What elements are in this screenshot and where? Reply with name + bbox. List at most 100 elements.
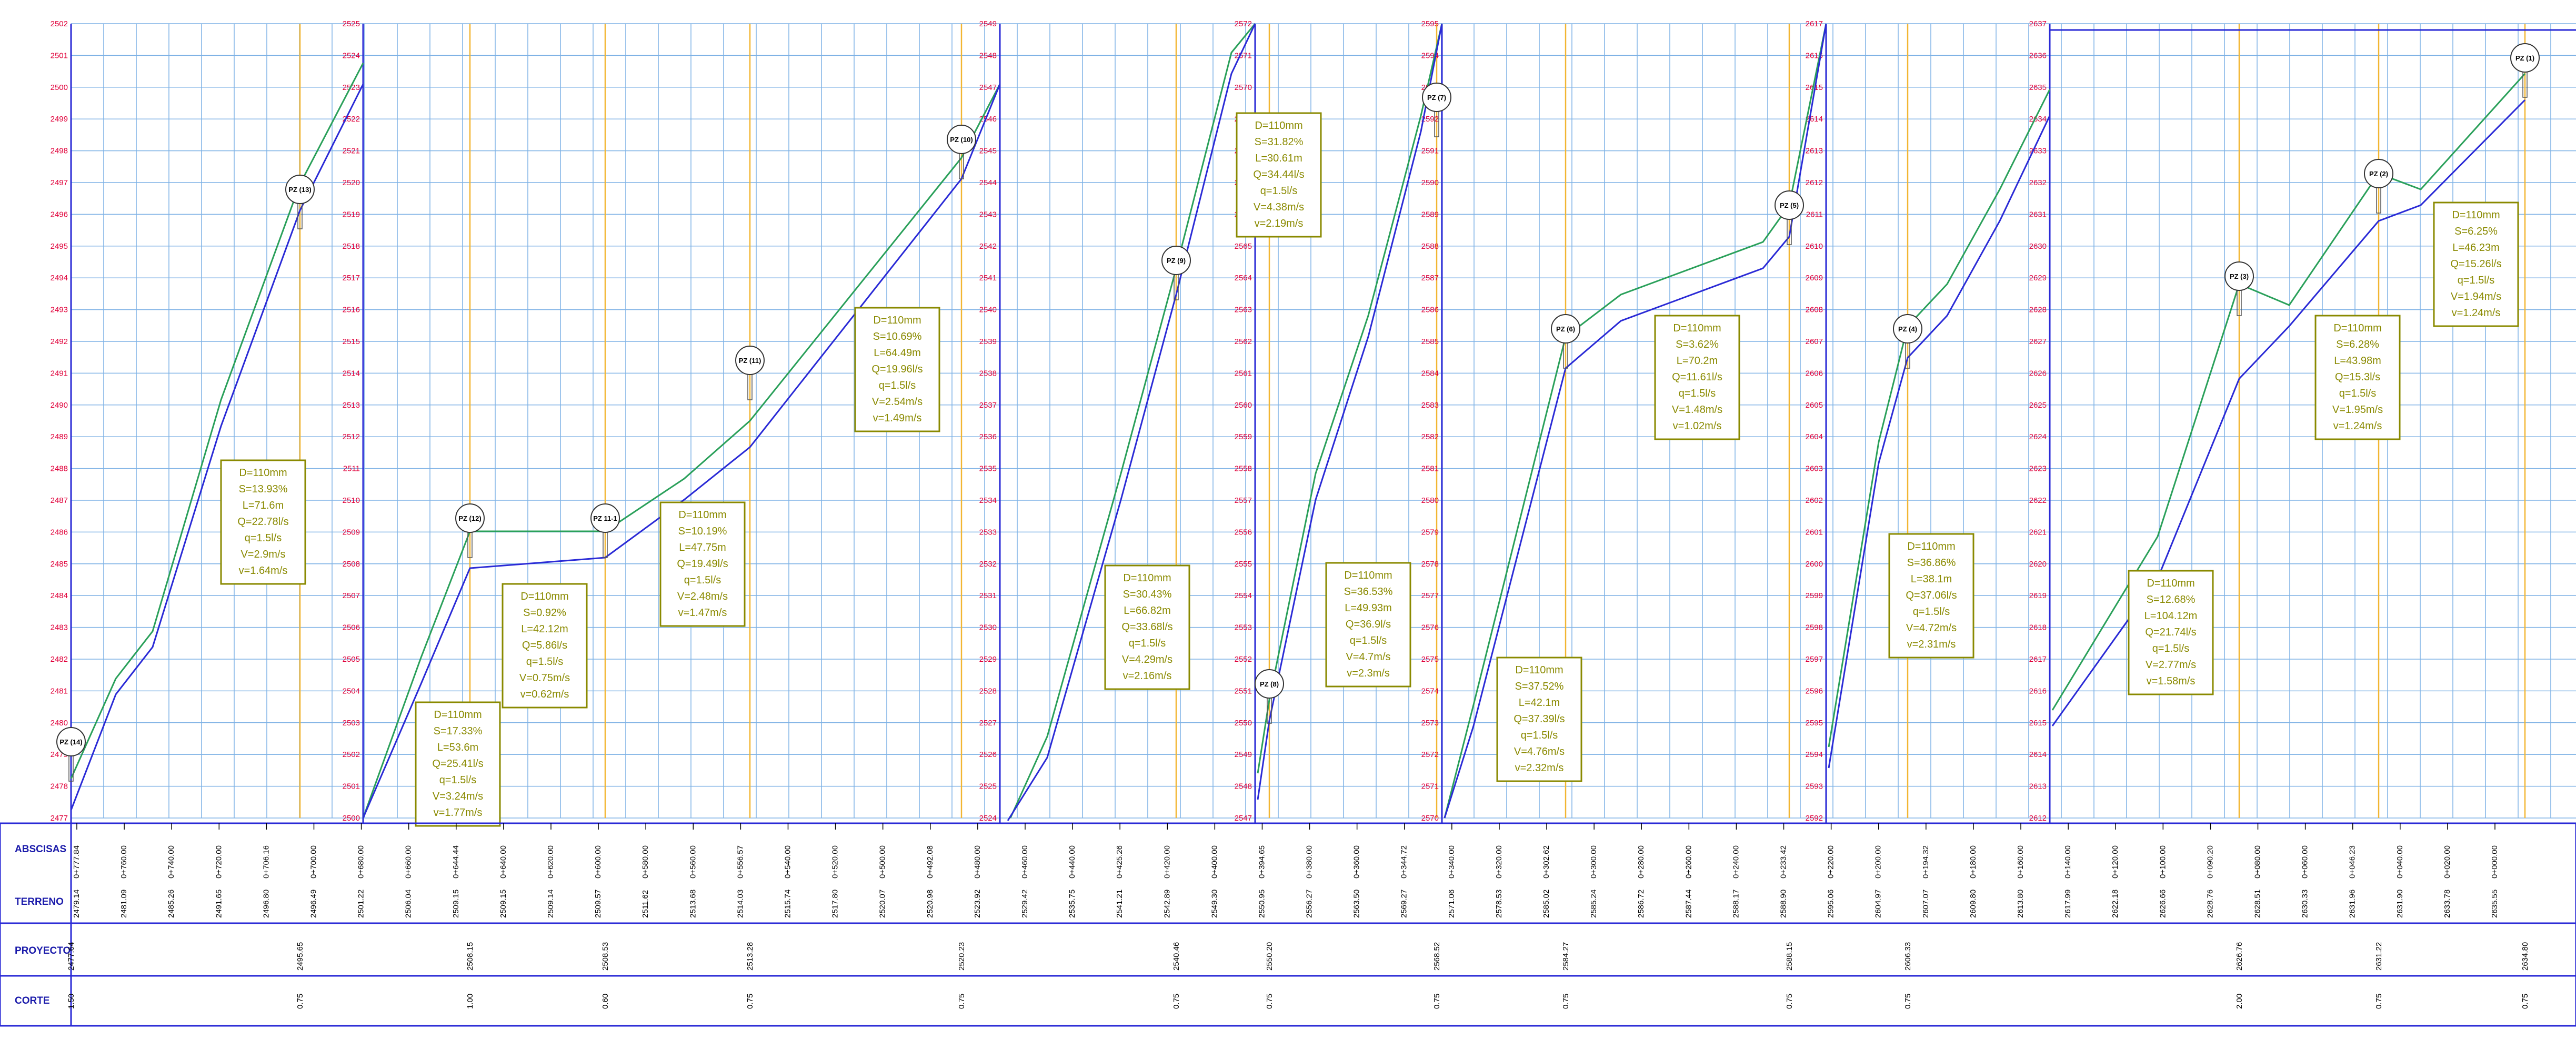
abscisa-value: 0+720.00 (214, 845, 223, 879)
manhole-circle (56, 727, 86, 756)
elevation-label: 2488 (51, 465, 68, 473)
terreno-value: 2515.74 (783, 890, 792, 918)
elevation-label: 2540 (979, 306, 997, 315)
elevation-label: 2613 (2029, 782, 2047, 791)
pipe-data-line: V=4.76m/s (1514, 746, 1565, 758)
elevation-label: 2629 (2029, 274, 2047, 282)
elevation-label: 2552 (1235, 655, 1252, 664)
abscisa-value: 0+394.65 (1257, 845, 1266, 879)
manhole-label: PZ (4) (1898, 325, 1917, 333)
corte-value: 0.75 (1432, 994, 1441, 1009)
elevation-label: 2528 (979, 686, 997, 695)
pipe-data-line: D=110mm (2452, 209, 2500, 221)
pipe-data-box (1888, 533, 1974, 659)
terreno-value: 2509.14 (546, 890, 555, 918)
pipe-data-boxes: D=110mm S=13.93% L=71.6m Q=22.78l/s q=1.5l/s… (220, 112, 2519, 827)
elevation-label: 2622 (2029, 496, 2047, 505)
manhole-circle (455, 503, 485, 533)
corte-value: 0.75 (1172, 994, 1181, 1009)
elevation-label: 2545 (979, 147, 997, 156)
elevation-label: 2533 (979, 528, 997, 537)
terreno-value: 2588.17 (1731, 890, 1740, 918)
abscisa-value: 0+360.00 (1352, 845, 1361, 879)
corte-value: 0.75 (1785, 994, 1794, 1009)
elevation-label: 2553 (1235, 623, 1252, 632)
pipe-data-line: v=1.24m/s (2333, 420, 2382, 432)
terreno-value: 2622.18 (2111, 890, 2120, 918)
elevation-label: 2537 (979, 401, 997, 410)
proyecto-value: 2606.33 (1903, 942, 1912, 971)
abscisa-value: 0+660.00 (404, 845, 413, 879)
terrain-profile-line (1009, 23, 1256, 819)
terreno-value: 2613.80 (2016, 890, 2025, 918)
elevation-label: 2572 (1235, 19, 1252, 28)
elevation-label: 2614 (2029, 750, 2047, 759)
pipe-data-line: v=1.77m/s (434, 807, 483, 819)
pipe-data-line: q=1.5l/s (2458, 275, 2495, 286)
pipe-data-box (1496, 657, 1582, 782)
pipe-data-line: L=38.1m (1911, 573, 1952, 585)
elevation-label: 2549 (979, 19, 997, 28)
manhole-label: PZ (10) (950, 136, 973, 144)
elevation-label: 2586 (1421, 306, 1439, 315)
elevation-label: 2595 (1806, 719, 1823, 728)
pipe-data-line: q=1.5l/s (1260, 185, 1298, 197)
pipe-data-line: D=110mm (1673, 322, 1721, 334)
pipe-data-line: L=53.6m (437, 742, 478, 753)
pipe-data-line: v=2.19m/s (1255, 218, 1304, 229)
pipe-data-box (1104, 564, 1190, 690)
elevation-label: 2492 (51, 337, 68, 346)
corte-value: 1.00 (466, 994, 475, 1009)
elevation-label: 2580 (1421, 496, 1439, 505)
terreno-value: 2631.90 (2395, 890, 2404, 918)
abscisa-value: 0+644.44 (452, 845, 460, 879)
elevation-label: 2576 (1421, 623, 1439, 632)
abscisa-value: 0+344.72 (1400, 845, 1409, 879)
elevation-label: 2547 (1235, 814, 1252, 823)
elevation-label: 2601 (1806, 528, 1823, 537)
manhole-circle (2224, 261, 2254, 291)
elevation-label: 2581 (1421, 465, 1439, 473)
pipe-data-line: L=47.75m (679, 542, 726, 553)
abscisa-value: 0+060.00 (2301, 845, 2310, 879)
abscisa-value: 0+500.00 (878, 845, 887, 879)
terrain-profile-line (70, 63, 364, 779)
abscisa-value: 0+340.00 (1447, 845, 1456, 879)
proyecto-value: 2584.27 (1561, 942, 1570, 971)
elevation-label: 2620 (2029, 560, 2047, 569)
pipe-data-line: Q=33.68l/s (1121, 621, 1172, 633)
pipe-data-box (659, 501, 746, 627)
corte-value: 0.75 (296, 994, 305, 1009)
table-row-label: CORTE (15, 995, 50, 1006)
elevation-label: 2573 (1421, 719, 1439, 728)
terreno-value: 2513.68 (688, 890, 697, 918)
pipe-data-line: V=2.77m/s (2146, 659, 2196, 671)
terreno-value: 2541.21 (1115, 890, 1124, 918)
proyecto-value: 2588.15 (1785, 942, 1794, 971)
manhole-label: PZ (2) (2369, 170, 2388, 178)
pipe-data-box (854, 307, 940, 432)
proyecto-value: 2477.64 (67, 942, 76, 971)
elevation-label: 2609 (1806, 274, 1823, 282)
pipe-data-line: S=36.53% (1344, 586, 1393, 598)
elevation-label: 2484 (51, 591, 68, 600)
terreno-value: 2496.80 (262, 890, 270, 918)
pipe-data-line: S=12.68% (2147, 594, 2196, 605)
profile-lines: PZ (14) PZ (13) PZ (12) PZ 11-1 PZ (11) PZ (1… (56, 23, 2540, 821)
elevation-label: 2592 (1806, 814, 1823, 823)
manhole-circle (947, 125, 976, 154)
proyecto-value: 2495.65 (296, 942, 305, 971)
table-row-label: ABSCISAS (15, 844, 66, 855)
elevation-label: 2585 (1421, 337, 1439, 346)
pipe-data-line: D=110mm (239, 467, 287, 479)
elevation-label: 2524 (343, 51, 360, 60)
proyecto-value: 2508.53 (601, 942, 610, 971)
abscisa-value: 0+194.32 (1921, 845, 1930, 879)
pipe-data-box (415, 701, 501, 827)
corte-value: 0.75 (1561, 994, 1570, 1009)
pipe-data-line: D=110mm (1515, 664, 1563, 676)
elevation-label: 2630 (2029, 242, 2047, 251)
pipe-data-line: q=1.5l/s (2339, 388, 2377, 399)
elevation-label: 2549 (1235, 750, 1252, 759)
abscisa-value: 0+233.42 (1779, 845, 1788, 879)
